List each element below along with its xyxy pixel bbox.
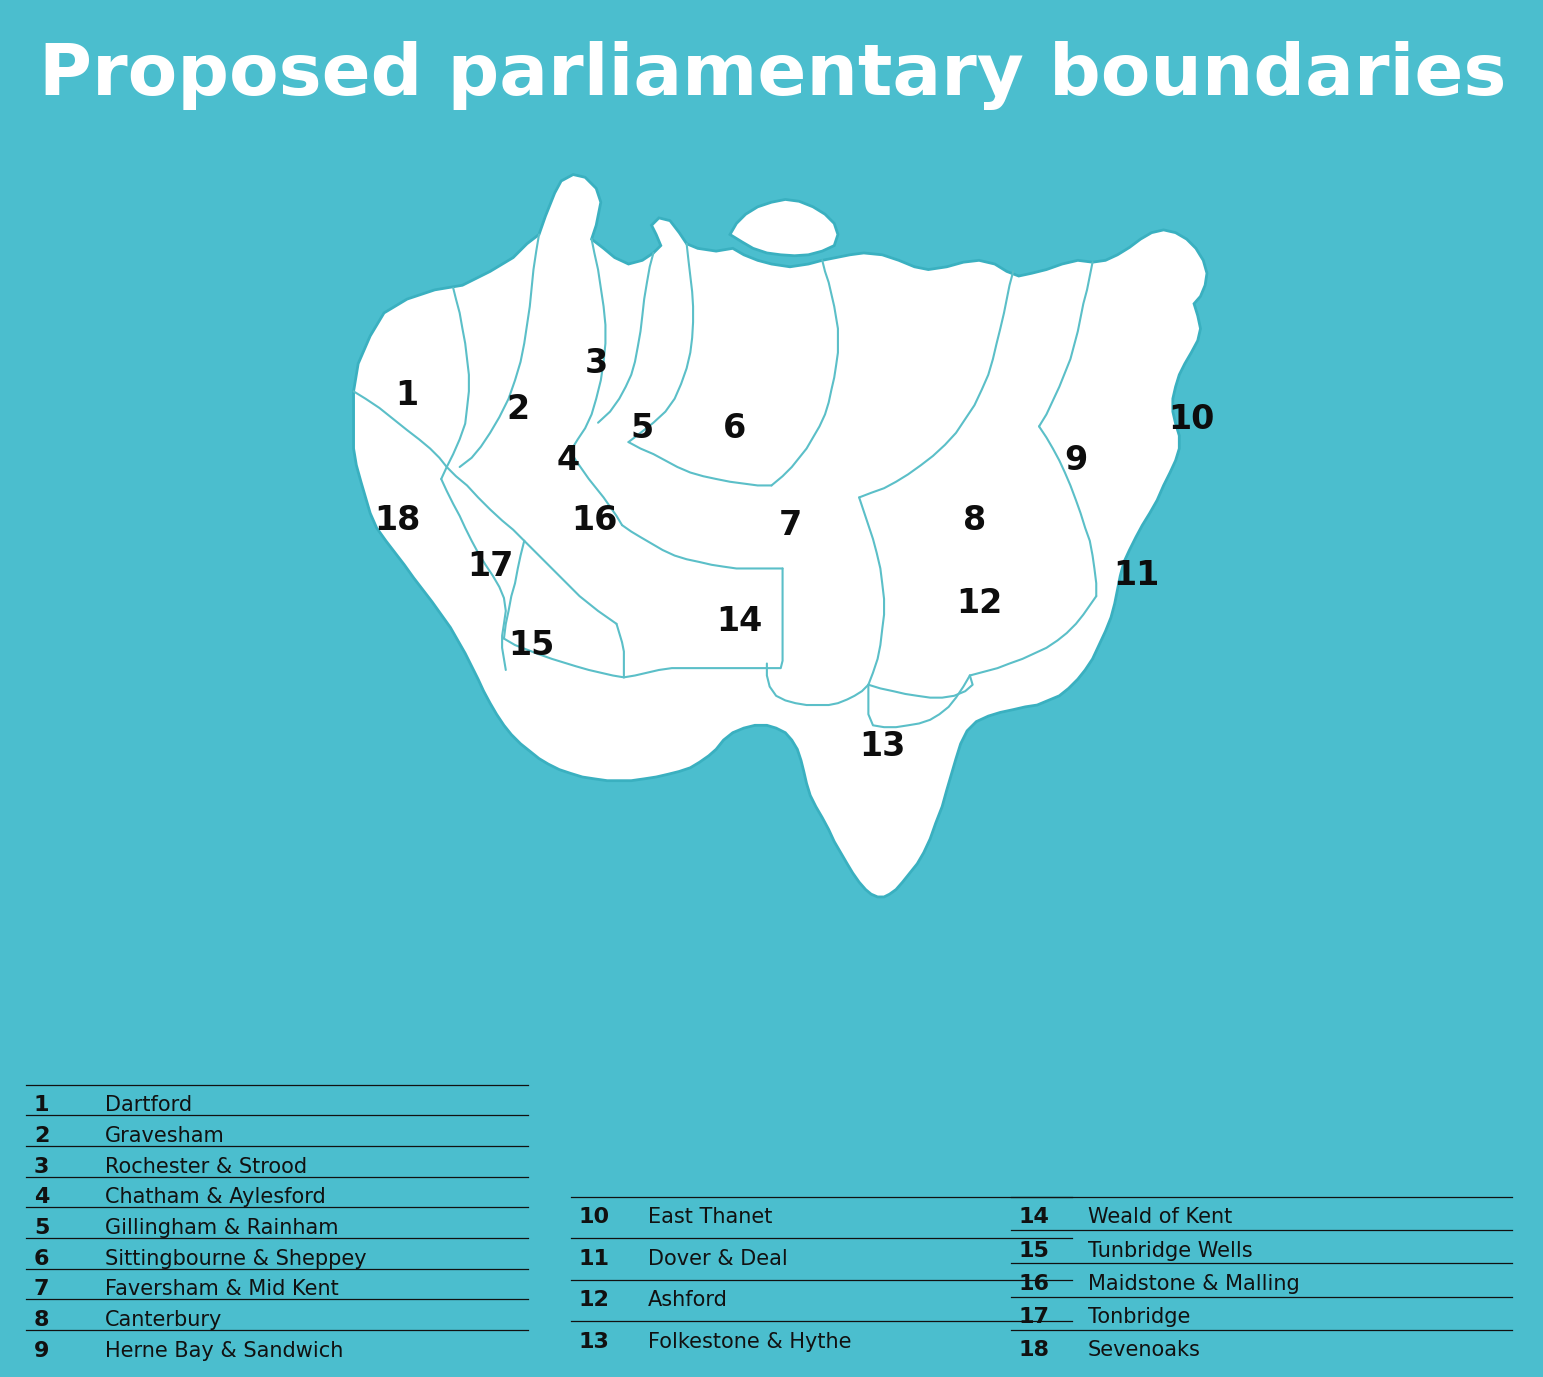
Text: Gillingham & Rainham: Gillingham & Rainham: [105, 1219, 338, 1238]
Text: 1: 1: [34, 1095, 49, 1115]
Text: 7: 7: [34, 1279, 49, 1300]
Text: Folkestone & Hythe: Folkestone & Hythe: [648, 1332, 852, 1352]
Text: Sevenoaks: Sevenoaks: [1088, 1340, 1200, 1360]
Text: 4: 4: [34, 1187, 49, 1208]
Text: 15: 15: [509, 628, 555, 661]
Text: 2: 2: [34, 1126, 49, 1146]
Text: 12: 12: [579, 1290, 609, 1311]
Text: Rochester & Strood: Rochester & Strood: [105, 1157, 307, 1176]
Text: 14: 14: [1018, 1208, 1049, 1227]
Polygon shape: [353, 175, 1207, 896]
Text: 15: 15: [1018, 1241, 1049, 1260]
Text: 16: 16: [571, 504, 617, 537]
Text: Dartford: Dartford: [105, 1095, 191, 1115]
Text: 10: 10: [1168, 402, 1214, 435]
Text: 13: 13: [579, 1332, 609, 1352]
Text: 3: 3: [34, 1157, 49, 1176]
Text: 9: 9: [34, 1341, 49, 1360]
Polygon shape: [730, 200, 838, 256]
Text: 17: 17: [1018, 1307, 1049, 1327]
Text: Dover & Deal: Dover & Deal: [648, 1249, 788, 1270]
Text: 5: 5: [34, 1219, 49, 1238]
Text: 5: 5: [631, 412, 654, 445]
Text: 12: 12: [957, 587, 1003, 620]
Text: 10: 10: [579, 1208, 609, 1227]
Text: 11: 11: [579, 1249, 609, 1270]
Text: Tonbridge: Tonbridge: [1088, 1307, 1190, 1327]
Text: 6: 6: [34, 1249, 49, 1268]
Text: Tunbridge Wells: Tunbridge Wells: [1088, 1241, 1253, 1260]
Text: 18: 18: [1018, 1340, 1049, 1360]
Text: 9: 9: [1065, 443, 1088, 476]
Text: 7: 7: [778, 508, 801, 541]
Text: Sittingbourne & Sheppey: Sittingbourne & Sheppey: [105, 1249, 367, 1268]
Text: 14: 14: [716, 606, 762, 639]
Text: 8: 8: [34, 1310, 49, 1330]
Text: Weald of Kent: Weald of Kent: [1088, 1208, 1231, 1227]
Text: 18: 18: [375, 504, 421, 537]
Text: Chatham & Aylesford: Chatham & Aylesford: [105, 1187, 326, 1208]
Text: 11: 11: [1113, 559, 1159, 592]
Text: 16: 16: [1018, 1274, 1049, 1294]
Text: 8: 8: [963, 504, 986, 537]
Text: Gravesham: Gravesham: [105, 1126, 225, 1146]
Text: Herne Bay & Sandwich: Herne Bay & Sandwich: [105, 1341, 343, 1360]
Text: 13: 13: [859, 730, 906, 763]
Text: Proposed parliamentary boundaries: Proposed parliamentary boundaries: [39, 41, 1506, 110]
Text: 2: 2: [506, 394, 529, 427]
Text: 4: 4: [557, 443, 580, 476]
Text: East Thanet: East Thanet: [648, 1208, 773, 1227]
Text: Ashford: Ashford: [648, 1290, 728, 1311]
Text: Maidstone & Malling: Maidstone & Malling: [1088, 1274, 1299, 1294]
Text: 1: 1: [395, 380, 418, 413]
Text: Faversham & Mid Kent: Faversham & Mid Kent: [105, 1279, 338, 1300]
Text: Canterbury: Canterbury: [105, 1310, 222, 1330]
Text: 6: 6: [724, 412, 747, 445]
Text: 3: 3: [585, 347, 608, 380]
Text: 17: 17: [468, 551, 514, 582]
